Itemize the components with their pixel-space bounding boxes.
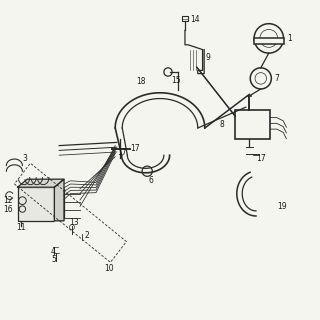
Text: 1: 1 [287,34,292,43]
Text: 7: 7 [275,74,279,83]
Text: 12: 12 [3,196,13,205]
Bar [235,110,270,139]
Text: 2: 2 [85,231,90,240]
Text: 15: 15 [171,76,181,84]
Text: 13: 13 [69,218,78,227]
Text: 9: 9 [206,53,211,62]
Text: 5: 5 [52,255,57,264]
Text: 14: 14 [190,15,199,24]
Text: 17: 17 [256,154,266,163]
Text: 3: 3 [22,154,27,163]
Text: 8: 8 [219,120,224,129]
Text: 10: 10 [104,264,114,273]
Text: 4: 4 [51,247,55,256]
Text: 17: 17 [130,144,140,153]
Text: 16: 16 [3,204,13,213]
Bar [18,187,54,221]
Text: 18: 18 [136,77,146,86]
Text: 11: 11 [16,223,26,232]
Polygon shape [18,179,64,187]
Text: 17: 17 [117,148,126,156]
Polygon shape [54,179,64,221]
Text: 6: 6 [149,176,154,185]
Bar [254,38,284,44]
Text: 19: 19 [277,202,286,211]
Bar [182,16,188,21]
